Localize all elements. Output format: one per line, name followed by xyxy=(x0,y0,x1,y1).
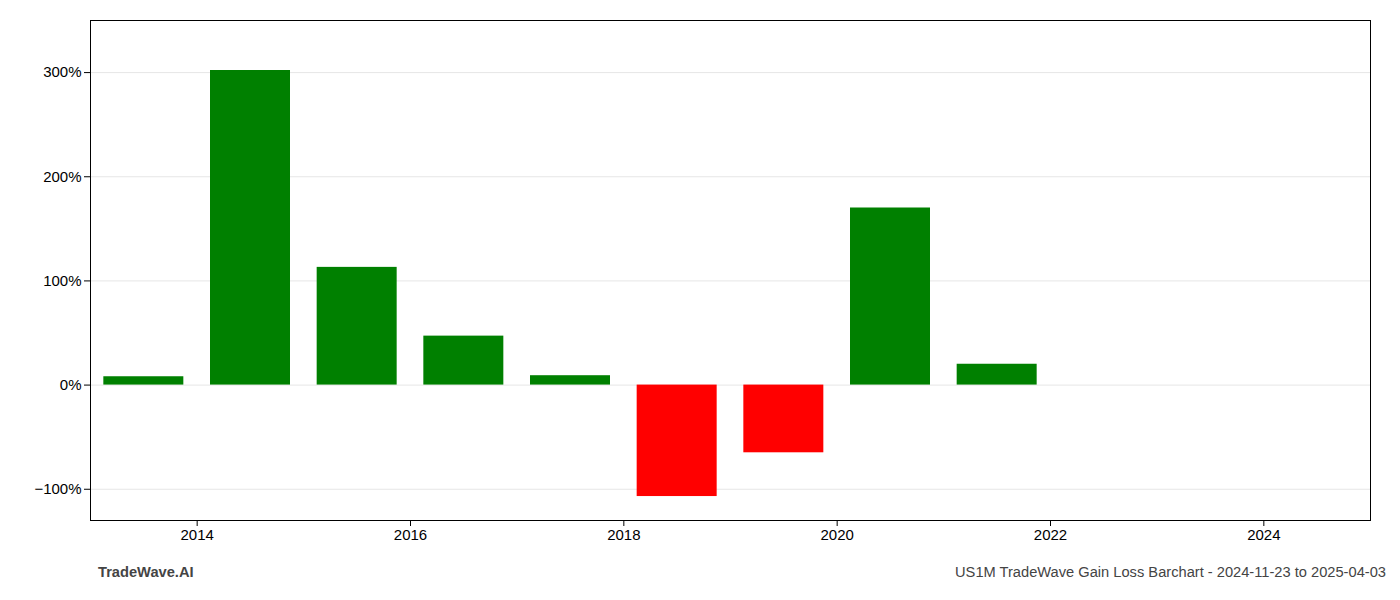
svg-text:200%: 200% xyxy=(43,168,81,185)
svg-text:100%: 100% xyxy=(43,272,81,289)
svg-text:−100%: −100% xyxy=(34,480,81,497)
svg-text:2020: 2020 xyxy=(820,526,853,543)
svg-text:2024: 2024 xyxy=(1247,526,1280,543)
svg-text:2018: 2018 xyxy=(607,526,640,543)
svg-text:300%: 300% xyxy=(43,63,81,80)
svg-text:0%: 0% xyxy=(60,376,82,393)
html-text:US1M TradeWave Gain Loss Barch: US1M TradeWave Gain Loss Barchart - 2024… xyxy=(955,564,1386,580)
svg-text:2022: 2022 xyxy=(1034,526,1067,543)
svg-text:2014: 2014 xyxy=(180,526,213,543)
svg-text:2016: 2016 xyxy=(394,526,427,543)
html-text:TradeWave.AI: TradeWave.AI xyxy=(98,564,194,580)
